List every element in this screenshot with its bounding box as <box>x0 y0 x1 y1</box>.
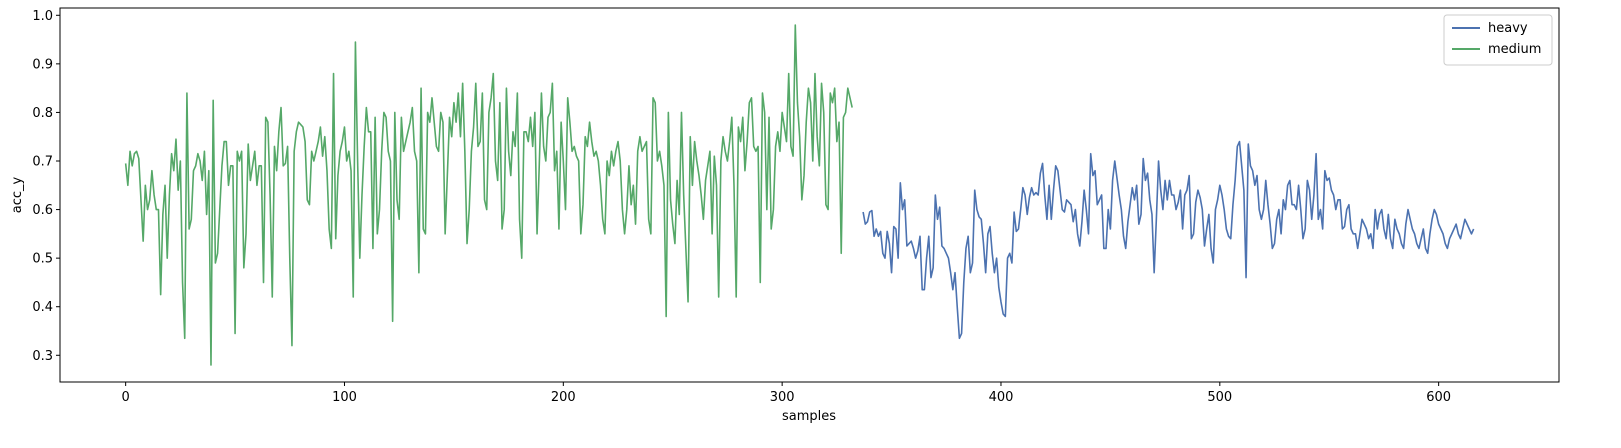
legend-label-medium: medium <box>1488 42 1541 57</box>
y-tick-label: 0.8 <box>32 106 53 121</box>
x-axis-label: samples <box>782 409 836 424</box>
series-line-medium <box>124 24 853 366</box>
x-tick-label: 200 <box>551 390 576 405</box>
y-tick-label: 0.4 <box>32 300 53 315</box>
series-line-heavy <box>862 140 1475 340</box>
y-tick-label: 0.5 <box>32 252 53 267</box>
series-layer <box>124 24 1475 366</box>
y-axis-label: acc_y <box>10 176 25 213</box>
plot-area <box>59 7 1560 383</box>
y-tick-label: 1.0 <box>32 9 53 24</box>
legend-label-heavy: heavy <box>1488 21 1528 36</box>
y-axis-ticks: 0.3 0.4 0.5 0.6 0.7 0.8 0.9 1.0 <box>32 9 60 364</box>
x-tick-label: 600 <box>1426 390 1451 405</box>
x-tick-label: 100 <box>332 390 357 405</box>
y-tick-label: 0.6 <box>32 203 53 218</box>
x-tick-label: 300 <box>770 390 795 405</box>
legend: heavy medium <box>1443 14 1553 66</box>
x-tick-label: 500 <box>1207 390 1232 405</box>
y-tick-label: 0.9 <box>32 57 53 72</box>
x-tick-label: 400 <box>989 390 1014 405</box>
y-tick-label: 0.3 <box>32 349 53 364</box>
y-tick-label: 0.7 <box>32 155 53 170</box>
x-tick-label: 0 <box>122 390 130 405</box>
x-axis-ticks: 0 100 200 300 400 500 600 <box>122 382 1451 405</box>
